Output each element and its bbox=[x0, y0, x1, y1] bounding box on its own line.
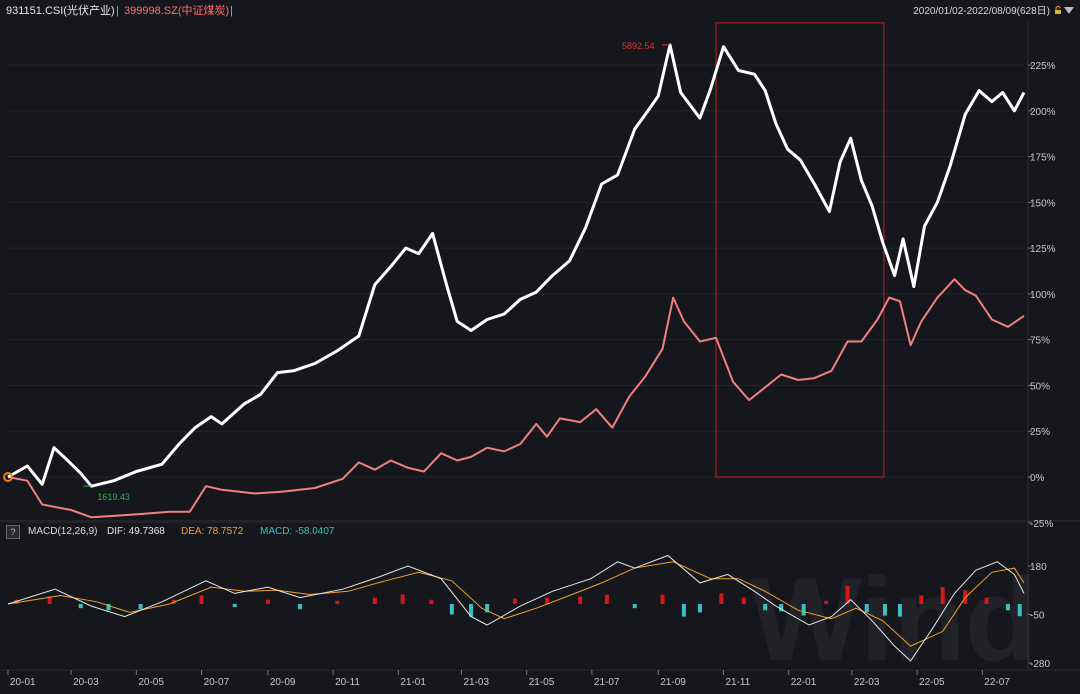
macd-histogram-bar bbox=[897, 603, 902, 617]
x-tick-label: 20-09 bbox=[270, 677, 296, 688]
macd-histogram-bar bbox=[372, 597, 377, 604]
macd-histogram-bar bbox=[882, 603, 887, 616]
macd-histogram-bar bbox=[632, 603, 637, 609]
y-tick-label: 0% bbox=[1030, 473, 1045, 484]
x-tick-label: 21-11 bbox=[725, 677, 750, 688]
macd-y-tick-label: -280 bbox=[1030, 659, 1050, 670]
chart-header: 931151.CSI(光伏产业) | 399998.SZ(中证煤炭) | 202… bbox=[0, 0, 1080, 22]
macd-histogram-bar bbox=[681, 603, 686, 617]
macd-histogram-bar bbox=[429, 599, 434, 604]
macd-histogram-bar bbox=[697, 603, 702, 613]
macd-histogram-bar bbox=[232, 603, 237, 608]
x-tick-label: 22-03 bbox=[854, 677, 880, 688]
x-tick-label: 20-05 bbox=[138, 677, 164, 688]
macd-histogram-bar bbox=[741, 597, 746, 604]
macd-title: MACD(12,26,9) bbox=[28, 526, 98, 537]
date-range-label[interactable]: 2020/01/02-2022/08/09(628日) bbox=[913, 6, 1050, 17]
macd-histogram-bar bbox=[984, 597, 989, 604]
macd-histogram-bar bbox=[265, 599, 270, 604]
x-tick-label: 20-07 bbox=[204, 677, 230, 688]
macd-histogram-bar bbox=[779, 603, 784, 612]
x-tick-label: 22-05 bbox=[919, 677, 945, 688]
header-separator-trailing: | bbox=[230, 5, 233, 17]
macd-histogram-bar bbox=[545, 597, 550, 604]
macd-histogram-bar bbox=[719, 593, 724, 604]
x-tick-label: 20-01 bbox=[10, 677, 36, 688]
macd-histogram-bar bbox=[297, 603, 302, 610]
annotation-label: 5892.54 bbox=[622, 41, 655, 51]
macd-histogram-bar bbox=[138, 603, 143, 610]
macd-dea-value: DEA: 78.7572 bbox=[181, 526, 244, 537]
macd-histogram-bar bbox=[47, 596, 52, 604]
macd-histogram-bar bbox=[106, 603, 111, 611]
macd-histogram-bar bbox=[845, 586, 850, 604]
x-tick-label: 21-09 bbox=[660, 677, 686, 688]
x-tick-label: 21-05 bbox=[529, 677, 555, 688]
macd-histogram-bar bbox=[449, 603, 454, 615]
y-tick-label: 125% bbox=[1030, 244, 1056, 255]
y-tick-label: 100% bbox=[1030, 290, 1056, 301]
y-tick-label: 25% bbox=[1030, 427, 1050, 438]
annotation-label: 1619.43 bbox=[97, 492, 130, 502]
macd-histogram-bar bbox=[864, 603, 869, 613]
x-tick-label: 21-03 bbox=[463, 677, 489, 688]
y-tick-label: -25% bbox=[1030, 519, 1053, 530]
series-line-coal bbox=[7, 278, 1025, 519]
x-tick-label: 21-01 bbox=[400, 677, 426, 688]
macd-header: MACD(12,26,9) DIF: 49.7368 DEA: 78.7572 … bbox=[0, 521, 1080, 541]
x-tick-label: 20-03 bbox=[73, 677, 99, 688]
series2-label[interactable]: 399998.SZ(中证煤炭) bbox=[124, 5, 230, 17]
dif-line bbox=[7, 554, 1025, 662]
x-tick-label: 21-07 bbox=[594, 677, 620, 688]
y-tick-label: 50% bbox=[1030, 381, 1050, 392]
macd-histogram-bar bbox=[199, 595, 204, 604]
start-marker bbox=[3, 472, 13, 482]
watermark: Wind bbox=[750, 554, 1037, 686]
macd-histogram-bar bbox=[400, 594, 405, 604]
macd-histogram-bar bbox=[604, 594, 609, 604]
macd-value: MACD: -58.0407 bbox=[260, 526, 335, 537]
y-tick-label: 225% bbox=[1030, 61, 1056, 72]
macd-histogram-bar bbox=[78, 603, 83, 609]
macd-histogram-bar bbox=[919, 595, 924, 604]
series1-label[interactable]: 931151.CSI(光伏产业) bbox=[6, 5, 115, 17]
macd-histogram-bar bbox=[763, 603, 768, 611]
highlight-box bbox=[715, 22, 885, 478]
macd-histogram-bar bbox=[485, 603, 490, 613]
y-tick-label: 175% bbox=[1030, 153, 1056, 164]
macd-histogram-bar bbox=[1005, 603, 1010, 611]
macd-histogram-bar bbox=[824, 600, 829, 604]
macd-histogram-bar bbox=[335, 600, 340, 604]
y-tick-label: 75% bbox=[1030, 336, 1050, 347]
y-tick-label: 200% bbox=[1030, 107, 1056, 118]
series-line-pv bbox=[7, 43, 1026, 488]
macd-histogram-bar bbox=[14, 599, 19, 604]
y-tick-label: 150% bbox=[1030, 198, 1056, 209]
macd-y-tick-label: 180 bbox=[1030, 562, 1047, 573]
macd-histogram-bar bbox=[940, 587, 945, 604]
macd-histogram-bar bbox=[801, 603, 806, 616]
macd-histogram-bar bbox=[660, 594, 665, 604]
macd-histogram-bar bbox=[512, 598, 517, 604]
x-tick-label: 20-11 bbox=[335, 677, 360, 688]
macd-dif-value: DIF: 49.7368 bbox=[107, 526, 165, 537]
macd-histogram-bar bbox=[578, 596, 583, 604]
macd-histogram-bar bbox=[1017, 603, 1022, 617]
help-button[interactable]: ? bbox=[6, 525, 20, 539]
triangle-down-icon[interactable] bbox=[1064, 7, 1074, 14]
lock-icon[interactable] bbox=[1054, 6, 1062, 14]
macd-histogram-bar bbox=[469, 603, 474, 617]
x-tick-label: 22-01 bbox=[791, 677, 817, 688]
macd-y-tick-label: -50 bbox=[1030, 611, 1045, 622]
header-separator: | bbox=[116, 5, 119, 17]
x-tick-label: 22-07 bbox=[984, 677, 1010, 688]
